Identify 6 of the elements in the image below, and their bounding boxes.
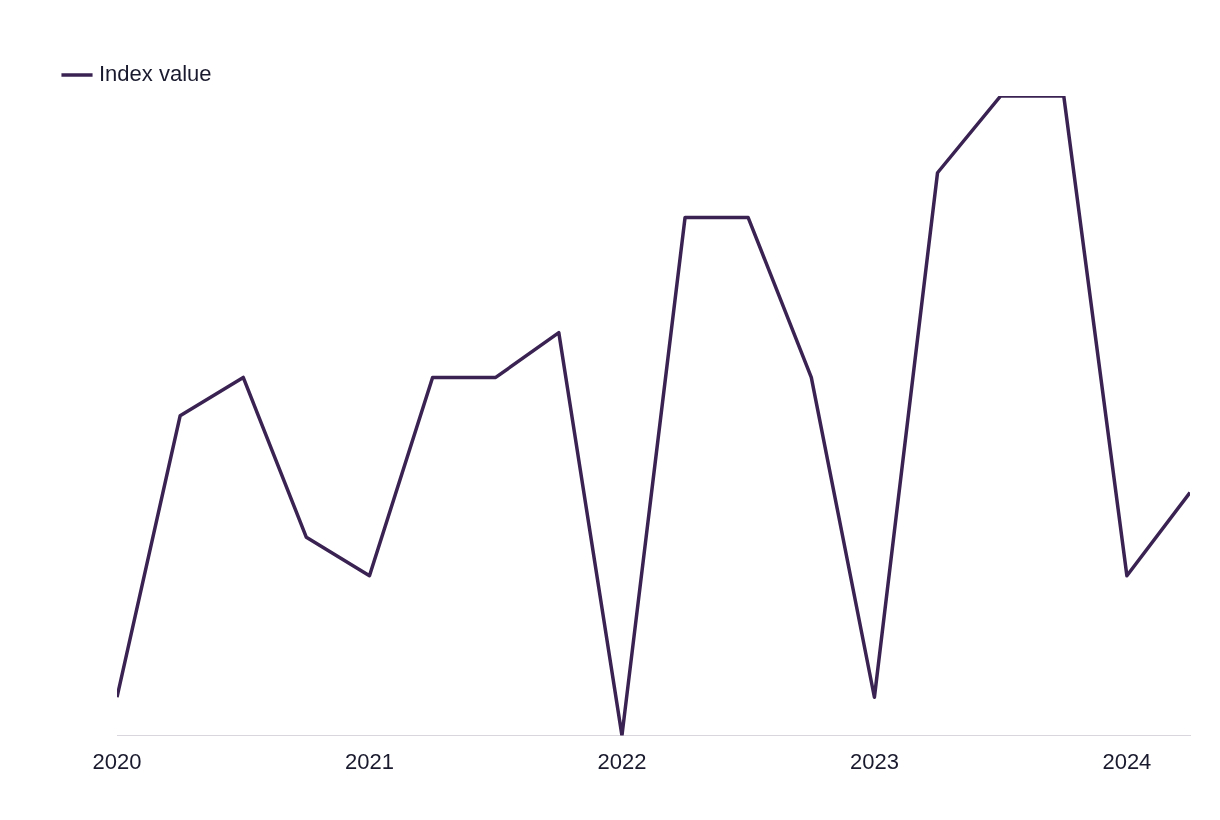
x-tick-label: 2023 (849, 748, 899, 774)
legend-label: Index value (99, 61, 212, 87)
x-tick-label: 2021 (344, 748, 394, 774)
x-tick-label: 2020 (92, 748, 142, 774)
x-tick-label: 2024 (1102, 748, 1152, 774)
x-tick-label: 2022 (597, 748, 647, 774)
